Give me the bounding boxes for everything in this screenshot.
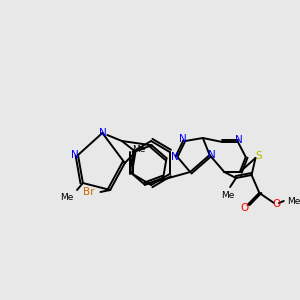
Text: Me: Me bbox=[287, 196, 300, 206]
Text: N: N bbox=[171, 152, 178, 162]
Text: Me: Me bbox=[221, 190, 235, 200]
Text: N: N bbox=[98, 128, 106, 138]
Text: Me: Me bbox=[61, 193, 74, 202]
Text: Br: Br bbox=[83, 187, 94, 197]
Text: N: N bbox=[208, 150, 215, 160]
Text: N: N bbox=[235, 135, 243, 145]
Text: N: N bbox=[71, 150, 79, 160]
Text: S: S bbox=[255, 151, 262, 161]
Text: N: N bbox=[179, 134, 187, 144]
Text: O: O bbox=[273, 199, 281, 209]
Text: O: O bbox=[241, 203, 249, 213]
Text: Me: Me bbox=[132, 145, 145, 154]
